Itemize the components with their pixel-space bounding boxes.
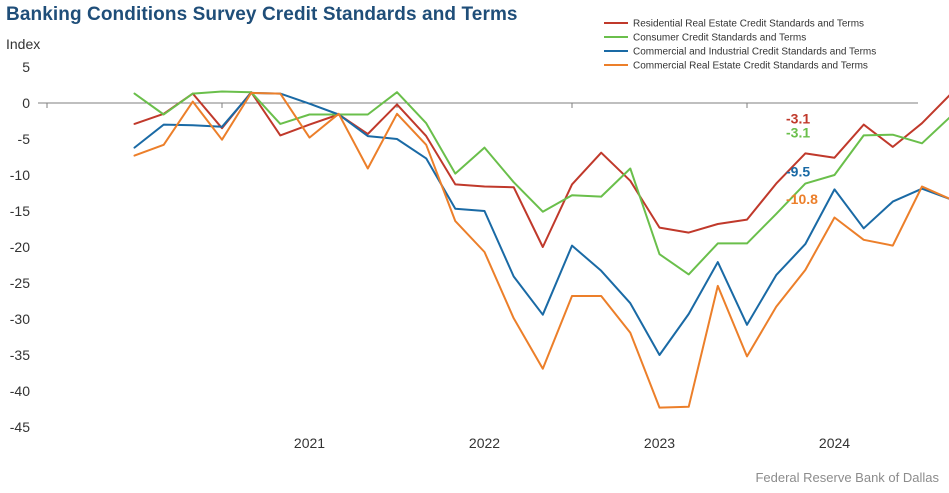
legend-label: Commercial and Industrial Credit Standar… xyxy=(633,47,876,58)
series-lines xyxy=(133,90,949,409)
y-tick-label: -30 xyxy=(10,311,30,327)
end-value-label: -9.5 xyxy=(786,163,810,179)
x-axis: 20212022202320242025 xyxy=(38,102,918,451)
y-tick-label: -5 xyxy=(18,131,31,147)
end-value-label: -10.8 xyxy=(786,191,818,207)
y-tick-label: 0 xyxy=(22,95,30,111)
y-axis-unit-label: Index xyxy=(6,36,41,52)
x-tick-label: 2021 xyxy=(294,435,325,451)
x-tick-label: 2023 xyxy=(644,435,675,451)
series-line xyxy=(133,91,949,248)
chart-title: Banking Conditions Survey Credit Standar… xyxy=(6,4,518,25)
series-line xyxy=(133,91,949,356)
y-axis-ticks: 5 0 -5 -10 -15 -20 -25 -30 -35 -40 -45 xyxy=(10,59,30,435)
y-tick-label: -35 xyxy=(10,347,30,363)
legend: Residential Real Estate Credit Standards… xyxy=(604,19,876,72)
y-tick-label: 5 xyxy=(22,59,30,75)
x-tick-label: 2024 xyxy=(819,435,850,451)
end-value-label: -3.1 xyxy=(786,110,810,126)
end-labels: -3.1-3.1 -9.5 -10.8 xyxy=(786,110,818,206)
y-tick-label: -20 xyxy=(10,239,30,255)
y-tick-label: -25 xyxy=(10,275,30,291)
y-tick-label: -10 xyxy=(10,167,30,183)
series-line xyxy=(133,91,949,409)
legend-label: Commercial Real Estate Credit Standards … xyxy=(633,61,868,72)
y-tick-label: -40 xyxy=(10,383,30,399)
x-tick-label: 2022 xyxy=(469,435,500,451)
legend-label: Consumer Credit Standards and Terms xyxy=(633,33,806,44)
y-tick-label: -15 xyxy=(10,203,30,219)
source-note: Federal Reserve Bank of Dallas xyxy=(755,470,939,485)
legend-label: Residential Real Estate Credit Standards… xyxy=(633,19,864,30)
end-value-label: -3.1 xyxy=(786,124,810,140)
y-tick-label: -45 xyxy=(10,419,30,435)
series-line xyxy=(133,90,949,276)
